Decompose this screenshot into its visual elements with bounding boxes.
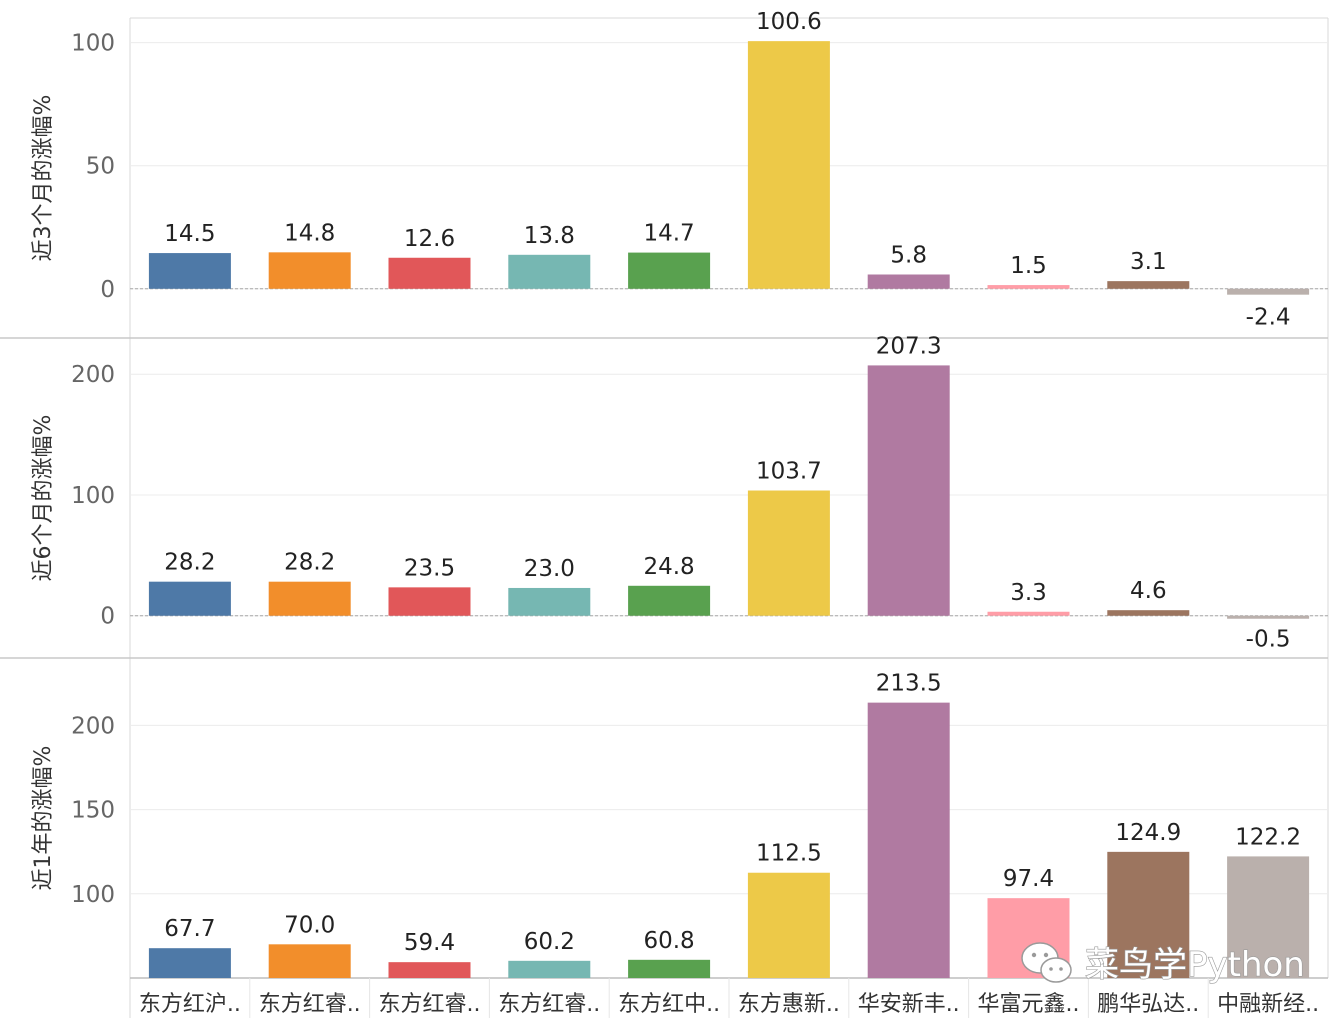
data-label: 4.6 [1130,578,1167,604]
watermark-text: 菜鸟学Python [1085,945,1305,985]
data-label: 103.7 [756,459,822,485]
x-tick-label: 东方红中.. [618,992,720,1017]
data-label: 28.2 [284,550,335,576]
bar [747,41,830,289]
data-label: 23.5 [404,555,455,581]
bar [148,581,231,616]
watermark: 菜鸟学Python [1021,942,1305,986]
bar [268,581,351,616]
data-label: 12.6 [404,226,455,252]
bar [628,252,711,289]
bar [987,611,1070,616]
data-label: 213.5 [876,671,942,697]
panel-3: 100 150 200 近1年的涨幅% 67.7 70.0 59.4 60.2 60.8 112.… [31,671,1328,978]
bar [867,274,950,289]
bar [1107,281,1190,289]
data-label: 60.2 [524,929,575,955]
data-label: 14.5 [164,221,215,247]
data-label: 124.9 [1115,820,1181,846]
x-tick-label: 华富元鑫.. [978,992,1080,1017]
data-label: 67.7 [164,916,215,942]
data-label: 97.4 [1003,866,1054,892]
bar [1107,610,1190,616]
y-tick-label: 100 [71,483,115,509]
y-tick-label: 100 [71,31,115,57]
x-tick-label: 华安新丰.. [858,992,960,1017]
data-label: 60.8 [643,928,694,954]
bar [268,252,351,289]
x-tick-label: 中融新经.. [1217,992,1319,1017]
data-label: 5.8 [890,242,927,268]
data-label: 100.6 [756,9,822,35]
data-label: 70.0 [284,912,335,938]
bar [628,585,711,616]
y-tick-label: 200 [71,362,115,388]
data-label: 14.7 [643,221,694,247]
bar [508,254,591,289]
x-tick-label: 东方红睿.. [379,992,481,1017]
bar [867,702,950,978]
y-tick-label: 150 [71,798,115,824]
y-axis-title: 近6个月的涨幅% [31,415,56,582]
bar [747,872,830,978]
panel-2: 0 100 200 近6个月的涨幅% 28.2 28.2 23.5 23.0 24.8 103.7… [31,333,1328,652]
bar [508,587,591,616]
data-label: 207.3 [876,333,942,359]
data-label: 3.1 [1130,249,1167,275]
data-label: 59.4 [404,930,455,956]
data-label: 1.5 [1010,253,1047,279]
bar [628,959,711,978]
x-tick-label: 东方红睿.. [259,992,361,1017]
bar [987,285,1070,289]
bar [1227,615,1310,619]
bar [388,257,471,289]
bar [1227,856,1310,978]
bar [1227,288,1310,295]
data-label: 23.0 [524,556,575,582]
data-label: 28.2 [164,550,215,576]
wechat-icon [1021,942,1072,983]
bar [867,365,950,616]
bar [747,490,830,616]
x-tick-label: 鹏华弘达.. [1097,992,1199,1017]
panel-1: 0 50 100 近3个月的涨幅% 14.5 14.8 12.6 13.8 14.7 100.6 5… [31,9,1328,331]
bar [388,587,471,616]
y-tick-label: 50 [86,154,115,180]
data-label: 14.8 [284,220,335,246]
chart-panels: 0 50 100 近3个月的涨幅% 14.5 14.8 12.6 13.8 14.7 100.6 5… [31,9,1328,978]
bar [388,962,471,978]
y-tick-label: 0 [100,277,115,303]
x-tick-label: 东方惠新.. [738,992,840,1017]
data-label: 122.2 [1235,824,1301,850]
y-axis-title: 近3个月的涨幅% [31,95,56,262]
data-label: 3.3 [1010,580,1047,606]
data-label: 13.8 [524,223,575,249]
x-tick-label: 东方红沪.. [139,992,241,1017]
bar [148,948,231,978]
x-tick-label: 东方红睿.. [498,992,600,1017]
bar [508,960,591,978]
data-label: -0.5 [1246,626,1291,652]
y-tick-label: 100 [71,882,115,908]
bar [268,944,351,978]
bar [148,253,231,289]
data-label: 24.8 [643,554,694,580]
bar [1107,851,1190,978]
data-label: -2.4 [1246,305,1291,331]
x-axis: 东方红沪.. 东方红睿.. 东方红睿.. 东方红睿.. 东方红中.. 东方惠新.. 华安新丰… [139,978,1319,1018]
y-axis-title: 近1年的涨幅% [31,746,56,891]
y-tick-label: 0 [100,604,115,630]
data-label: 112.5 [756,841,822,867]
y-tick-label: 200 [71,713,115,739]
